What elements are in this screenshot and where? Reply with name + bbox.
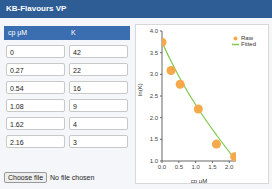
svg-text:2.0: 2.0 — [150, 115, 159, 121]
svg-text:3.5: 3.5 — [150, 50, 159, 56]
html-text:1.08: 1.08 — [10, 103, 24, 110]
html-text:3: 3 — [73, 139, 77, 146]
html-text:K: K — [71, 29, 76, 36]
html-text:Raw: Raw — [241, 35, 253, 41]
html-text:No file chosen: No file chosen — [50, 174, 95, 181]
html-text:Fitted: Fitted — [241, 41, 256, 47]
svg-text:2.5: 2.5 — [150, 93, 159, 99]
svg-text:1.5: 1.5 — [208, 164, 217, 170]
html-text:KB-Flavours VP: KB-Flavours VP — [6, 4, 67, 13]
svg-text:3.0: 3.0 — [150, 71, 159, 77]
html-text:16: 16 — [73, 85, 81, 92]
svg-text:ln(K): ln(K) — [137, 83, 143, 96]
svg-text:0.5: 0.5 — [175, 164, 184, 170]
html-text:42: 42 — [73, 49, 81, 56]
html-text:0.27: 0.27 — [10, 67, 24, 74]
svg-text:0.0: 0.0 — [158, 164, 167, 170]
html-text:4: 4 — [73, 121, 77, 128]
html-text:22: 22 — [73, 67, 81, 74]
html-text:2.16: 2.16 — [10, 139, 24, 146]
html-text:cp μM: cp μM — [8, 29, 28, 36]
svg-text:1.0: 1.0 — [191, 164, 200, 170]
svg-text:1.0: 1.0 — [150, 158, 159, 164]
html-text:0.54: 0.54 — [10, 85, 24, 92]
svg-text:1.5: 1.5 — [150, 136, 159, 142]
html-text:Choose file: Choose file — [8, 174, 43, 181]
html-text:1.62: 1.62 — [10, 121, 24, 128]
html-text:0: 0 — [10, 49, 14, 56]
svg-text:4.0: 4.0 — [150, 28, 159, 34]
svg-text:2.0: 2.0 — [225, 164, 234, 170]
html-text:9: 9 — [73, 103, 77, 110]
svg-text:cp μM: cp μM — [191, 178, 207, 183]
